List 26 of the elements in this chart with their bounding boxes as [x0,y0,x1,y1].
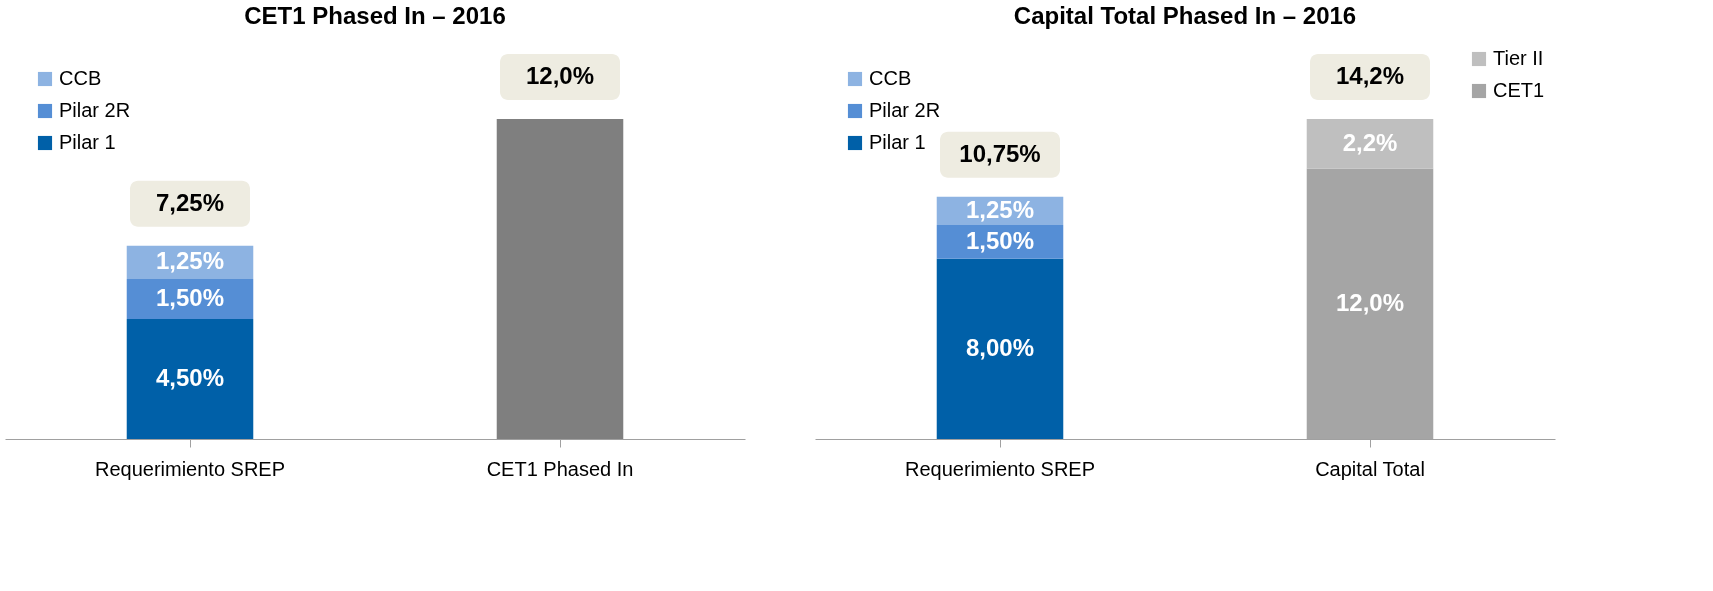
data-label: 8,00% [965,333,1035,361]
legend-label: CCB [869,67,912,89]
x-tick-label: Capital Total [1315,457,1425,480]
legend-label: Pilar 2R [59,99,131,121]
data-label: 4,50% [155,364,225,391]
data-label: 1,50% [965,226,1035,254]
legend-label: Tier II [1493,47,1544,69]
total-label: 7,25% [155,188,225,216]
chart-title: Capital Total Phased In – 2016 [1013,2,1357,29]
data-label: 1,25% [965,195,1035,223]
x-tick-label: Requerimiento SREP [94,457,286,480]
total-label: 12,0% [525,62,595,89]
total-label: 10,75% [959,139,1041,167]
legend-label: Pilar 1 [59,131,116,153]
x-tick-label: Requerimiento SREP [904,457,1096,480]
data-label: 2,2% [1342,128,1398,156]
legend-label: Pilar 1 [869,131,926,153]
x-tick-label: CET1 Phased In [486,457,634,480]
data-label: 12,0% [1335,288,1405,316]
chart-title: CET1 Phased In – 2016 [244,2,506,29]
total-label: 14,2% [1335,62,1405,89]
data-label: 1,50% [155,284,225,311]
legend-label: CET1 [1493,79,1545,101]
data-label: 1,25% [155,247,225,275]
legend-label: Pilar 2R [869,99,941,121]
legend-label: CCB [59,67,102,89]
